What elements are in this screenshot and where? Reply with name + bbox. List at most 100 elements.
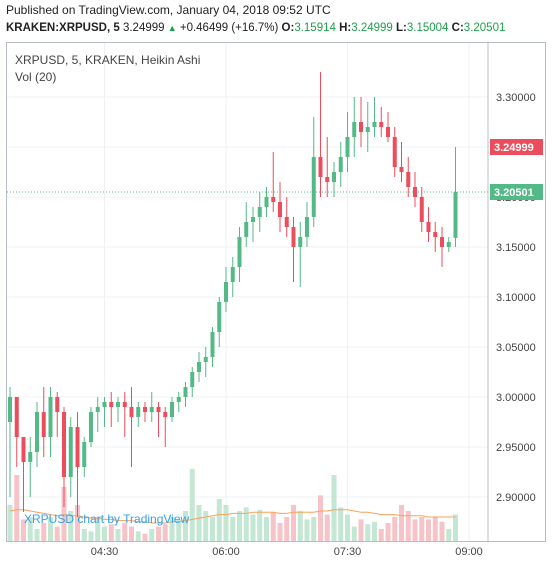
candle-body: [190, 372, 195, 387]
candle-body: [406, 172, 411, 187]
volume-bar: [426, 519, 431, 541]
symbol-info-bar: KRAKEN:XRPUSD, 5 3.24999 ▲ +0.46499 (+16…: [6, 22, 505, 34]
price-change: +0.46499 (+16.7%): [179, 22, 279, 34]
volume-legend: Vol (20): [15, 70, 57, 84]
y-tick-label: 3.10000: [496, 292, 536, 304]
candle-body: [217, 302, 222, 332]
volume-bar: [378, 529, 384, 541]
candle-body: [170, 402, 174, 417]
candle-body: [197, 362, 201, 372]
candle-body: [257, 207, 262, 217]
candle-body: [338, 157, 343, 172]
y-tick-label: 3.05000: [496, 342, 536, 354]
volume-bar: [405, 511, 411, 541]
candle-body: [284, 217, 289, 227]
open-label: O:: [281, 22, 295, 34]
up-triangle-icon: ▲: [167, 23, 177, 33]
volume-bar: [264, 517, 269, 541]
volume-bar: [196, 505, 202, 541]
candle-body: [359, 122, 363, 132]
candle-body: [365, 127, 370, 132]
volume-bar: [102, 526, 107, 541]
volume-bar: [277, 523, 283, 541]
candle-body: [14, 397, 19, 437]
candle-body: [75, 427, 80, 467]
candle-body: [305, 217, 309, 237]
volume-ma-line: [9, 509, 456, 524]
candle-body: [129, 407, 134, 417]
volume-bar: [216, 499, 222, 541]
last-price: 3.24999: [122, 22, 165, 34]
volume-bar: [61, 487, 67, 541]
candle-body: [210, 332, 215, 357]
volume-bar: [68, 511, 74, 541]
y-tick-label: 2.90000: [496, 492, 536, 504]
volume-bar: [385, 523, 391, 541]
symbol-label: KRAKEN:XRPUSD, 5: [6, 22, 120, 34]
volume-bar: [176, 519, 182, 541]
candle-body: [176, 397, 181, 402]
volume-bar: [48, 517, 53, 541]
volume-bar: [291, 505, 296, 541]
volume-bar: [7, 505, 13, 541]
volume-bar: [115, 529, 121, 541]
candle-body: [62, 412, 66, 477]
close-value: 3.20501: [463, 22, 506, 34]
volume-bar: [203, 511, 209, 541]
volume-bar: [331, 475, 337, 541]
x-tick-label: 09:00: [455, 546, 483, 558]
volume-bar: [189, 469, 195, 541]
candle-body: [298, 237, 303, 247]
candle-body: [372, 122, 377, 127]
volume-bar: [365, 524, 371, 541]
volume-bar: [75, 505, 80, 541]
candle-body: [89, 412, 93, 442]
price-tag-high: [490, 139, 543, 156]
candle-body: [156, 407, 161, 412]
low-value: 3.15004: [406, 22, 449, 34]
price-tag-label-close: 3.20501: [494, 187, 534, 199]
volume-bar: [351, 526, 357, 541]
candle-body: [244, 222, 249, 237]
volume-bar: [446, 529, 452, 541]
candle-body: [224, 282, 228, 302]
candle-body: [291, 227, 296, 247]
price-tag-close: [490, 183, 543, 200]
volume-bar: [284, 517, 290, 541]
published-note: Published on TradingView.com, January 04…: [6, 3, 331, 17]
volume-bar: [399, 505, 404, 541]
volume-bar: [297, 511, 303, 541]
volume-bar: [243, 507, 249, 541]
candle-body: [278, 202, 282, 217]
volume-bar: [27, 517, 33, 541]
low-label: L:: [396, 22, 407, 34]
chart-frame[interactable]: [6, 42, 546, 542]
volume-bar: [237, 511, 242, 541]
y-tick-label: 2.95000: [496, 442, 536, 454]
volume-bar: [257, 509, 263, 541]
candle-body: [271, 197, 276, 202]
candle-body: [35, 412, 39, 452]
candle-body: [379, 122, 384, 127]
candle-body: [8, 397, 12, 422]
candle-body: [332, 172, 336, 182]
volume-bar: [88, 531, 94, 541]
volume-bar: [162, 524, 168, 541]
candle-body: [143, 407, 147, 412]
candle-body: [386, 127, 390, 137]
candle-body: [136, 407, 141, 417]
x-tick-label: 06:00: [212, 546, 240, 558]
candle-body: [41, 412, 46, 437]
candle-body: [311, 157, 316, 217]
volume-bar: [54, 526, 60, 541]
candle-body: [149, 407, 154, 412]
candle-body: [163, 412, 168, 417]
candle-body: [48, 397, 53, 437]
candle-body: [453, 191, 458, 238]
volume-bar: [108, 524, 114, 541]
watermark[interactable]: XRPUSD chart by TradingView: [24, 512, 190, 526]
candle-body: [55, 397, 60, 412]
volume-bar: [392, 517, 398, 541]
volume-bar: [129, 526, 134, 541]
